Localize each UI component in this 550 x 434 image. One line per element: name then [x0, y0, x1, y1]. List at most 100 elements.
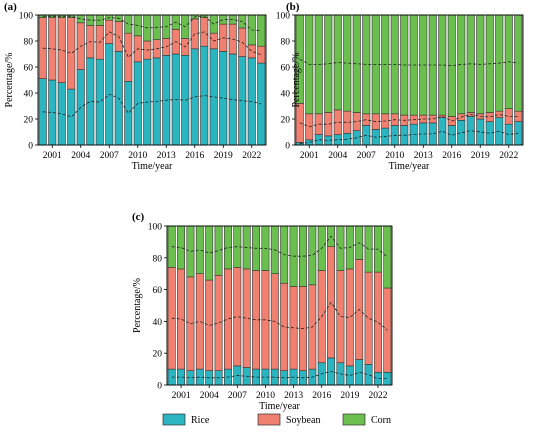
panel-letter: (a) — [4, 1, 17, 13]
x-tick-label: 2010 — [128, 151, 147, 161]
x-tick-label: 2016 — [185, 151, 204, 161]
bar-soybean-2009 — [124, 32, 133, 82]
bar-rice-2017 — [457, 120, 466, 146]
legend-label-soybean: Soybean — [286, 415, 320, 426]
x-axis-title: Time/year — [259, 401, 300, 412]
bar-soybean-2007 — [233, 267, 242, 367]
x-tick-label: 2001 — [43, 151, 62, 161]
y-tick-label: 0 — [157, 382, 162, 392]
trend-line-corn — [42, 15, 262, 31]
y-axis-title: Percentage/% — [291, 53, 302, 108]
x-tick-label: 2010 — [256, 391, 275, 401]
legend: Rice Soybean Corn — [162, 413, 391, 426]
bar-rice-2003 — [67, 88, 76, 146]
bar-soybean-2023 — [383, 287, 392, 373]
trend-line-corn — [171, 235, 388, 258]
legend-swatch-corn — [342, 413, 366, 426]
x-tick-label: 2022 — [242, 151, 261, 161]
bar-rice-2016 — [447, 125, 456, 146]
bar-soybean-2008 — [242, 268, 251, 368]
y-tick-label: 0 — [28, 142, 33, 152]
x-axis-title: Time/year — [132, 161, 173, 172]
y-axis-title: Percentage/% — [132, 278, 143, 333]
bar-soybean-2022 — [373, 271, 382, 373]
bar-soybean-2004 — [205, 279, 214, 371]
bar-soybean-2005 — [214, 274, 223, 371]
bar-rice-2021 — [364, 364, 373, 386]
bar-corn-2005 — [214, 225, 223, 276]
trend-line-soybean — [171, 301, 388, 331]
y-tick-label: 60 — [153, 286, 163, 296]
x-tick-label: 2016 — [442, 151, 461, 161]
y-tick-label: 40 — [281, 90, 291, 100]
plot-frame — [166, 225, 393, 386]
x-tick-label: 2001 — [172, 391, 191, 401]
x-tick-label: 2019 — [214, 151, 233, 161]
legend-label-rice: Rice — [191, 415, 210, 426]
x-tick-label: 2001 — [300, 151, 319, 161]
y-tick-label: 20 — [153, 350, 163, 360]
plot-frame — [37, 14, 267, 146]
panel-letter: (c) — [132, 211, 145, 223]
x-tick-label: 2016 — [312, 391, 331, 401]
x-tick-label: 2007 — [100, 151, 119, 161]
y-tick-label: 60 — [24, 64, 34, 74]
chart-panel-2: (b) 0 20 40 60 80 100 2001 2004 2007 2010 2013 2016 2… — [276, 1, 524, 172]
bar-rice-2020 — [355, 359, 364, 386]
x-tick-label: 2019 — [471, 151, 490, 161]
chart-panel-3: (c) 0 20 40 60 80 100 2001 2004 2007 2010 2013 2016 2… — [132, 211, 393, 412]
x-tick-label: 2007 — [228, 391, 247, 401]
y-tick-label: 20 — [24, 116, 34, 126]
bar-soybean-2021 — [495, 110, 504, 118]
x-tick-label: 2007 — [357, 151, 376, 161]
bar-soybean-2000 — [295, 103, 304, 143]
x-tick-label: 2010 — [385, 151, 404, 161]
bar-soybean-2006 — [223, 268, 232, 370]
bar-rice-2009 — [124, 81, 133, 146]
plot-frame — [294, 14, 524, 146]
x-tick-label: 2013 — [157, 151, 176, 161]
x-tick-label: 2022 — [499, 151, 518, 161]
y-tick-label: 100 — [19, 12, 34, 22]
panel-letter: (b) — [286, 1, 300, 13]
x-tick-label: 2013 — [414, 151, 433, 161]
bar-corn-2004 — [205, 225, 214, 281]
y-tick-label: 80 — [153, 254, 163, 264]
y-tick-label: 40 — [24, 90, 34, 100]
y-tick-label: 0 — [285, 142, 290, 152]
y-tick-label: 100 — [276, 12, 291, 22]
y-tick-label: 20 — [281, 116, 291, 126]
bar-soybean-2003 — [195, 273, 204, 370]
bar-soybean-2023 — [257, 45, 266, 64]
y-tick-label: 60 — [281, 64, 291, 74]
x-tick-label: 2004 — [200, 391, 219, 401]
x-tick-label: 2013 — [284, 391, 303, 401]
y-tick-label: 80 — [24, 38, 34, 48]
bar-soybean-2002 — [186, 276, 195, 371]
chart-panel-1: (a) 0 20 40 60 80 100 2001 2004 2007 2010 2013 2016 2… — [4, 1, 267, 172]
trend-line-corn — [299, 58, 519, 67]
x-tick-label: 2022 — [368, 391, 387, 401]
trend-line-soybean — [42, 31, 262, 58]
bar-rice-2015 — [438, 117, 447, 146]
legend-label-corn: Corn — [371, 415, 391, 426]
legend-swatch-soybean — [257, 413, 281, 426]
legend-swatch-rice — [162, 413, 186, 426]
x-tick-label: 2004 — [71, 151, 90, 161]
bar-soybean-2022 — [247, 44, 256, 59]
trend-line-soybean — [299, 114, 519, 128]
bar-corn-2023 — [383, 225, 392, 289]
x-tick-label: 2019 — [340, 391, 359, 401]
x-tick-label: 2004 — [328, 151, 347, 161]
bar-soybean-2021 — [364, 271, 373, 365]
y-tick-label: 40 — [153, 318, 163, 328]
x-axis-title: Time/year — [389, 161, 430, 172]
trend-line-rice — [42, 93, 262, 118]
y-tick-label: 80 — [281, 38, 291, 48]
bar-soybean-2003 — [67, 17, 76, 90]
y-axis-title: Percentage/% — [4, 53, 15, 108]
trend-line-rice — [171, 371, 388, 380]
y-tick-label: 100 — [148, 223, 163, 233]
bar-corn-2002 — [186, 225, 195, 278]
